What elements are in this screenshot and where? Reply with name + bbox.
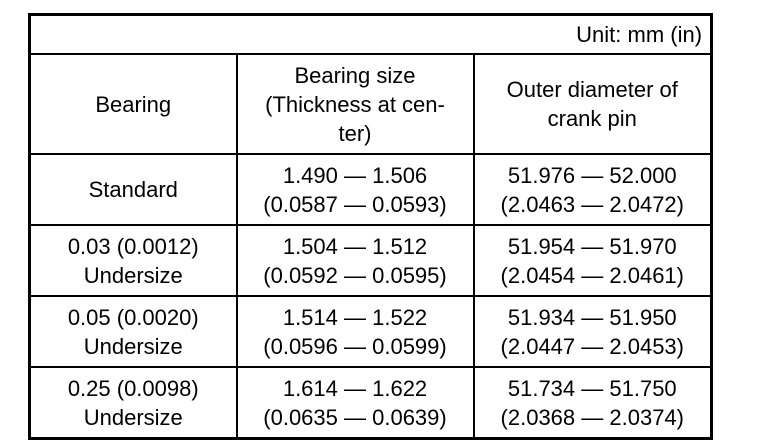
cell-line: (0.0587 — 0.0593)	[263, 191, 447, 217]
cell-line: 1.504 — 1.512	[282, 233, 428, 259]
cell-line: (2.0463 — 2.0472)	[500, 191, 684, 217]
cell-line: 51.976 — 52.000	[507, 162, 677, 188]
cell-line: 0.03 (0.0012)	[67, 233, 199, 259]
header-size-line: (Thickness at cen-	[265, 91, 445, 117]
bearing-cell: 0.03 (0.0012) Undersize	[28, 224, 238, 297]
bearing-cell: 0.25 (0.0098) Undersize	[28, 366, 238, 440]
cell-line: 51.954 — 51.970	[507, 233, 677, 259]
outer-diameter-cell: 51.734 — 51.750 (2.0368 — 2.0374)	[472, 366, 713, 440]
bearing-spec-table: Unit: mm (in) Bearing Bearing size (Thic…	[28, 13, 714, 440]
table-header-row: Bearing Bearing size (Thickness at cen- …	[28, 53, 713, 155]
size-cell: 1.490 — 1.506 (0.0587 — 0.0593)	[235, 153, 475, 226]
cell-line: 1.490 — 1.506	[282, 162, 428, 188]
header-outer-line: crank pin	[547, 106, 637, 131]
cell-line: Standard	[88, 177, 178, 202]
cell-line: (2.0447 — 2.0453)	[500, 333, 684, 359]
table-row-standard: Standard 1.490 — 1.506 (0.0587 — 0.0593)…	[28, 153, 713, 226]
cell-line: Undersize	[83, 404, 183, 430]
header-size-line: ter)	[338, 120, 372, 146]
cell-line: (2.0368 — 2.0374)	[500, 404, 684, 430]
bearing-cell: 0.05 (0.0020) Undersize	[28, 295, 238, 368]
size-cell: 1.504 — 1.512 (0.0592 — 0.0595)	[235, 224, 475, 297]
cell-line: Undersize	[83, 262, 183, 288]
cell-line: (0.0635 — 0.0639)	[263, 404, 447, 430]
outer-diameter-cell: 51.934 — 51.950 (2.0447 — 2.0453)	[472, 295, 713, 368]
cell-line: (2.0454 — 2.0461)	[500, 262, 684, 288]
cell-line: 1.614 — 1.622	[282, 375, 428, 401]
outer-diameter-cell: 51.976 — 52.000 (2.0463 — 2.0472)	[472, 153, 713, 226]
unit-row: Unit: mm (in)	[28, 13, 713, 55]
cell-line: Undersize	[83, 333, 183, 359]
cell-line: (0.0592 — 0.0595)	[263, 262, 447, 288]
header-size-line: Bearing size	[294, 62, 416, 88]
cell-line: 0.05 (0.0020)	[67, 304, 199, 330]
size-cell: 1.514 — 1.522 (0.0596 — 0.0599)	[235, 295, 475, 368]
cell-line: 51.734 — 51.750	[507, 375, 677, 401]
table-row-undersize-003: 0.03 (0.0012) Undersize 1.504 — 1.512 (0…	[28, 224, 713, 297]
unit-label: Unit: mm (in)	[28, 13, 713, 55]
cell-line: 1.514 — 1.522	[282, 304, 428, 330]
table-row-undersize-025: 0.25 (0.0098) Undersize 1.614 — 1.622 (0…	[28, 366, 713, 440]
header-bearing-size: Bearing size (Thickness at cen- ter)	[235, 53, 475, 155]
header-outer-diameter: Outer diameter of crank pin	[472, 53, 713, 155]
cell-line: (0.0596 — 0.0599)	[263, 333, 447, 359]
bearing-cell: Standard	[28, 153, 238, 226]
header-bearing-label: Bearing	[95, 91, 172, 117]
header-outer-line: Outer diameter of	[506, 77, 678, 102]
outer-diameter-cell: 51.954 — 51.970 (2.0454 — 2.0461)	[472, 224, 713, 297]
cell-line: 51.934 — 51.950	[507, 304, 677, 330]
cell-line: 0.25 (0.0098)	[67, 375, 199, 401]
table-row-undersize-005: 0.05 (0.0020) Undersize 1.514 — 1.522 (0…	[28, 295, 713, 368]
size-cell: 1.614 — 1.622 (0.0635 — 0.0639)	[235, 366, 475, 440]
header-bearing: Bearing	[28, 53, 238, 155]
